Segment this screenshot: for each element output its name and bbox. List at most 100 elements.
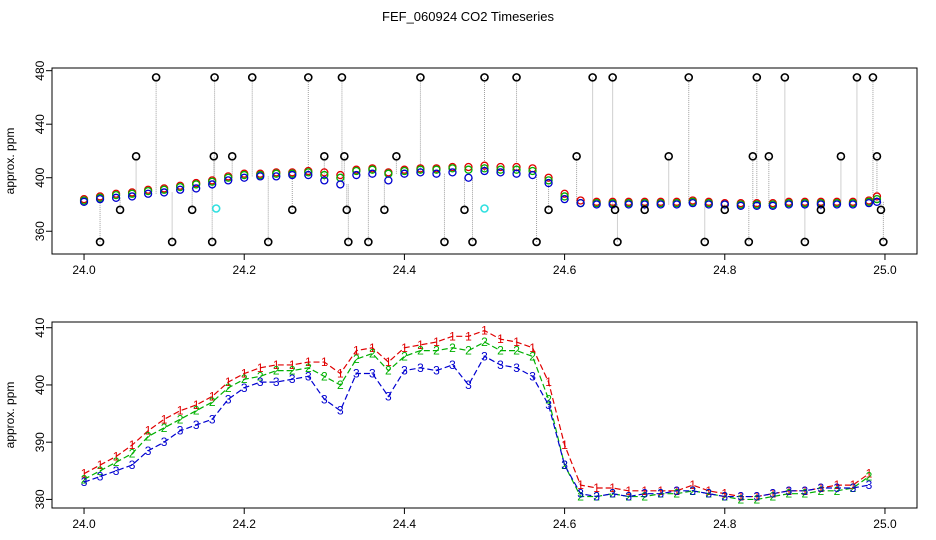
- bottom-label-s3: 3: [481, 349, 488, 363]
- bottom-label-s3: 3: [561, 458, 568, 472]
- top-point-s3: [576, 199, 585, 208]
- bottom-label-s2: 2: [401, 349, 408, 363]
- bottom-label-s2: 2: [481, 335, 488, 349]
- bottom-label-s2: 2: [818, 484, 825, 498]
- bottom-label-s2: 2: [225, 381, 232, 395]
- bottom-label-s3: 3: [161, 435, 168, 449]
- bottom-label-s2: 2: [577, 490, 584, 504]
- bottom-label-s1: 1: [625, 484, 632, 498]
- bottom-label-s1: 1: [369, 341, 376, 355]
- top-point-s3: [832, 200, 842, 209]
- top-outlier-point: [460, 205, 469, 215]
- bottom-label-s1: 1: [497, 332, 504, 346]
- bottom-label-s2: 2: [161, 421, 168, 435]
- bottom-label-s2: 2: [241, 372, 248, 386]
- top-outlier-point: [187, 205, 197, 215]
- bottom-label-s1: 1: [786, 484, 793, 498]
- bottom-label-s1: 1: [673, 484, 680, 498]
- top-point-s3: [400, 169, 409, 178]
- top-outlier-point: [640, 205, 649, 215]
- top-point-s3: [368, 169, 377, 178]
- bottom-label-s3: 3: [850, 481, 857, 495]
- bottom-label-s3: 3: [609, 487, 616, 501]
- bottom-label-s3: 3: [321, 392, 328, 406]
- bottom-x-tick-label: 24.4: [393, 517, 417, 531]
- top-outlier-point: [364, 237, 373, 247]
- top-point-s1: [320, 168, 329, 177]
- bottom-label-s2: 2: [834, 484, 841, 498]
- bottom-label-s1: 1: [465, 329, 472, 343]
- bottom-y-tick-label: 380: [33, 489, 47, 509]
- top-point-s3: [464, 173, 473, 182]
- bottom-label-s2: 2: [193, 404, 200, 418]
- top-point-s3: [656, 200, 665, 209]
- top-outlier-point: [664, 152, 674, 161]
- top-point-s3: [127, 192, 137, 201]
- bottom-label-s3: 3: [81, 475, 88, 489]
- top-outlier-point: [588, 73, 597, 82]
- bottom-y-axis-title: approx. ppm: [3, 382, 17, 449]
- bottom-label-s2: 2: [786, 487, 793, 501]
- top-point-s3: [688, 199, 697, 208]
- top-outlier-point: [440, 237, 449, 247]
- top-point-s2: [528, 166, 537, 176]
- bottom-label-s2: 2: [273, 364, 280, 378]
- bottom-label-s2: 2: [497, 344, 504, 358]
- bottom-label-s2: 2: [721, 490, 728, 504]
- bottom-label-s2: 2: [529, 349, 536, 363]
- top-plot-frame: [51, 67, 918, 255]
- bottom-label-s2: 2: [802, 487, 809, 501]
- top-point-s3: [592, 200, 601, 209]
- top-point-s2: [352, 166, 361, 176]
- top-outlier-point: [700, 237, 710, 247]
- bottom-label-s2: 2: [209, 395, 216, 409]
- top-point-s1: [336, 170, 345, 180]
- bottom-label-s2: 2: [81, 472, 88, 486]
- top-point-s3: [304, 170, 313, 180]
- top-point-s2: [416, 165, 425, 174]
- bottom-label-s3: 3: [385, 389, 392, 403]
- bottom-label-s1: 1: [850, 478, 857, 492]
- bottom-label-s2: 2: [850, 481, 857, 495]
- bottom-label-s1: 1: [513, 335, 520, 349]
- bottom-label-s2: 2: [289, 364, 296, 378]
- bottom-label-s1: 1: [401, 341, 408, 355]
- bottom-label-s1: 1: [802, 484, 809, 498]
- bottom-label-s1: 1: [305, 355, 312, 369]
- top-y-tick-label: 400: [33, 167, 47, 187]
- bottom-label-s1: 1: [866, 467, 873, 481]
- top-point-s3: [528, 170, 537, 180]
- bottom-label-s2: 2: [177, 412, 184, 426]
- bottom-label-s1: 1: [81, 467, 88, 481]
- bottom-label-s3: 3: [818, 481, 825, 495]
- top-outlier-point: [748, 152, 758, 161]
- bottom-label-s3: 3: [673, 484, 680, 498]
- top-outlier-point: [392, 152, 401, 161]
- top-point-s3: [416, 168, 425, 177]
- bottom-label-s1: 1: [321, 355, 328, 369]
- top-point-s3: [848, 200, 858, 209]
- top-outlier-point: [380, 205, 389, 215]
- top-y-axis: 360 400 440 480: [33, 60, 52, 241]
- bottom-label-s2: 2: [145, 429, 152, 443]
- bottom-label-s1: 1: [609, 481, 616, 495]
- top-point-s2: [192, 180, 201, 189]
- bottom-x-tick-label: 24.8: [713, 517, 737, 531]
- top-outlier-point: [342, 205, 352, 215]
- bottom-label-s2: 2: [705, 487, 712, 501]
- top-point-s2: [512, 165, 521, 174]
- top-outlier-point: [868, 73, 878, 82]
- top-point-s2: [224, 173, 233, 182]
- top-point-s3: [720, 200, 729, 209]
- top-outlier-point: [115, 205, 125, 215]
- top-y-tick-label: 480: [33, 60, 47, 80]
- top-point-s2: [208, 177, 217, 186]
- top-point-s3: [192, 184, 201, 193]
- top-point-s3: [800, 200, 810, 209]
- top-point-s3: [704, 200, 713, 209]
- bottom-label-s3: 3: [209, 412, 216, 426]
- bottom-label-s1: 1: [161, 412, 168, 426]
